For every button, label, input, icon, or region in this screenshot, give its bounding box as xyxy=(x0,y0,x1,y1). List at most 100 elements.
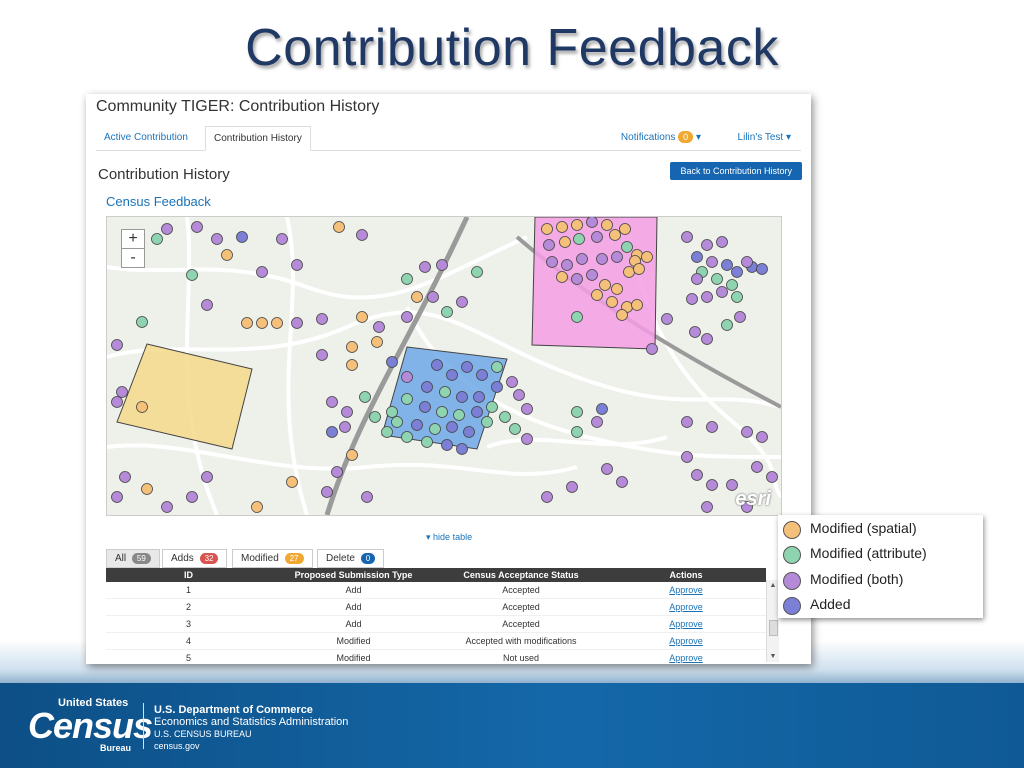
map-point-marker[interactable] xyxy=(706,421,718,433)
map-point-marker[interactable] xyxy=(271,317,283,329)
map-point-marker[interactable] xyxy=(641,251,653,263)
map-point-marker[interactable] xyxy=(701,333,713,345)
map-point-marker[interactable] xyxy=(439,386,451,398)
map-point-marker[interactable] xyxy=(499,411,511,423)
blue-area-polygon[interactable] xyxy=(381,346,508,450)
map-point-marker[interactable] xyxy=(411,291,423,303)
map-point-marker[interactable] xyxy=(721,259,733,271)
map-point-marker[interactable] xyxy=(286,476,298,488)
map-point-marker[interactable] xyxy=(191,221,203,233)
map-point-marker[interactable] xyxy=(333,221,345,233)
map-point-marker[interactable] xyxy=(361,491,373,503)
map-point-marker[interactable] xyxy=(326,396,338,408)
map-point-marker[interactable] xyxy=(741,426,753,438)
map-point-marker[interactable] xyxy=(421,436,433,448)
map-point-marker[interactable] xyxy=(756,431,768,443)
hide-table-toggle[interactable]: ▾ hide table xyxy=(426,532,472,543)
map-point-marker[interactable] xyxy=(256,266,268,278)
map-point-marker[interactable] xyxy=(339,421,351,433)
map-point-marker[interactable] xyxy=(701,291,713,303)
map-point-marker[interactable] xyxy=(521,403,533,415)
map-point-marker[interactable] xyxy=(661,313,673,325)
map-point-marker[interactable] xyxy=(731,291,743,303)
map-point-marker[interactable] xyxy=(401,273,413,285)
map-point-marker[interactable] xyxy=(686,293,698,305)
map-point-marker[interactable] xyxy=(346,359,358,371)
header-actions[interactable]: Actions xyxy=(669,570,703,580)
map-point-marker[interactable] xyxy=(556,271,568,283)
map-point-marker[interactable] xyxy=(401,431,413,443)
header-status[interactable]: Census Acceptance Status xyxy=(463,570,579,580)
map-point-marker[interactable] xyxy=(161,501,173,513)
map-point-marker[interactable] xyxy=(161,223,173,235)
map-point-marker[interactable] xyxy=(586,269,598,281)
map-point-marker[interactable] xyxy=(136,316,148,328)
map-point-marker[interactable] xyxy=(706,479,718,491)
map-point-marker[interactable] xyxy=(346,341,358,353)
map-point-marker[interactable] xyxy=(476,369,488,381)
map-point-marker[interactable] xyxy=(151,233,163,245)
map-point-marker[interactable] xyxy=(436,406,448,418)
map-point-marker[interactable] xyxy=(419,261,431,273)
map-point-marker[interactable] xyxy=(241,317,253,329)
map-point-marker[interactable] xyxy=(566,481,578,493)
map-point-marker[interactable] xyxy=(726,479,738,491)
map-point-marker[interactable] xyxy=(701,501,713,513)
map-point-marker[interactable] xyxy=(513,389,525,401)
map-point-marker[interactable] xyxy=(381,426,393,438)
map-point-marker[interactable] xyxy=(427,291,439,303)
map-point-marker[interactable] xyxy=(646,343,658,355)
approve-link[interactable]: Approve xyxy=(669,602,703,612)
scroll-thumb[interactable] xyxy=(769,620,778,636)
map-point-marker[interactable] xyxy=(201,471,213,483)
map-point-marker[interactable] xyxy=(471,266,483,278)
map-point-marker[interactable] xyxy=(359,391,371,403)
map-point-marker[interactable] xyxy=(201,299,213,311)
map-point-marker[interactable] xyxy=(716,286,728,298)
map-point-marker[interactable] xyxy=(111,491,123,503)
map-point-marker[interactable] xyxy=(616,309,628,321)
map-point-marker[interactable] xyxy=(691,251,703,263)
map-point-marker[interactable] xyxy=(543,239,555,251)
map-point-marker[interactable] xyxy=(491,361,503,373)
map-point-marker[interactable] xyxy=(386,356,398,368)
map-point-marker[interactable] xyxy=(741,256,753,268)
map-point-marker[interactable] xyxy=(509,423,521,435)
feedback-map[interactable]: + - esri xyxy=(106,216,782,516)
map-point-marker[interactable] xyxy=(631,299,643,311)
map-point-marker[interactable] xyxy=(471,406,483,418)
map-point-marker[interactable] xyxy=(111,396,123,408)
map-point-marker[interactable] xyxy=(401,371,413,383)
notifications-menu[interactable]: Notifications 0 ▾ xyxy=(621,126,701,149)
map-point-marker[interactable] xyxy=(481,416,493,428)
map-point-marker[interactable] xyxy=(571,311,583,323)
map-point-marker[interactable] xyxy=(623,266,635,278)
map-point-marker[interactable] xyxy=(711,273,723,285)
map-point-marker[interactable] xyxy=(599,279,611,291)
filter-modified-button[interactable]: Modified 27 xyxy=(232,549,313,568)
map-point-marker[interactable] xyxy=(689,326,701,338)
map-point-marker[interactable] xyxy=(386,406,398,418)
map-point-marker[interactable] xyxy=(721,319,733,331)
map-point-marker[interactable] xyxy=(541,491,553,503)
zoom-in-button[interactable]: + xyxy=(122,230,144,249)
map-point-marker[interactable] xyxy=(431,359,443,371)
map-point-marker[interactable] xyxy=(421,381,433,393)
map-point-marker[interactable] xyxy=(371,336,383,348)
map-point-marker[interactable] xyxy=(141,483,153,495)
map-point-marker[interactable] xyxy=(419,401,431,413)
map-point-marker[interactable] xyxy=(486,401,498,413)
map-point-marker[interactable] xyxy=(276,233,288,245)
map-point-marker[interactable] xyxy=(453,409,465,421)
map-point-marker[interactable] xyxy=(491,381,503,393)
table-scrollbar[interactable]: ▲ ▼ xyxy=(766,580,779,662)
map-point-marker[interactable] xyxy=(681,231,693,243)
map-point-marker[interactable] xyxy=(356,229,368,241)
map-point-marker[interactable] xyxy=(429,423,441,435)
map-point-marker[interactable] xyxy=(611,283,623,295)
map-point-marker[interactable] xyxy=(373,321,385,333)
map-point-marker[interactable] xyxy=(701,239,713,251)
map-point-marker[interactable] xyxy=(734,311,746,323)
map-point-marker[interactable] xyxy=(473,391,485,403)
tab-active-contribution[interactable]: Active Contribution xyxy=(104,132,188,143)
